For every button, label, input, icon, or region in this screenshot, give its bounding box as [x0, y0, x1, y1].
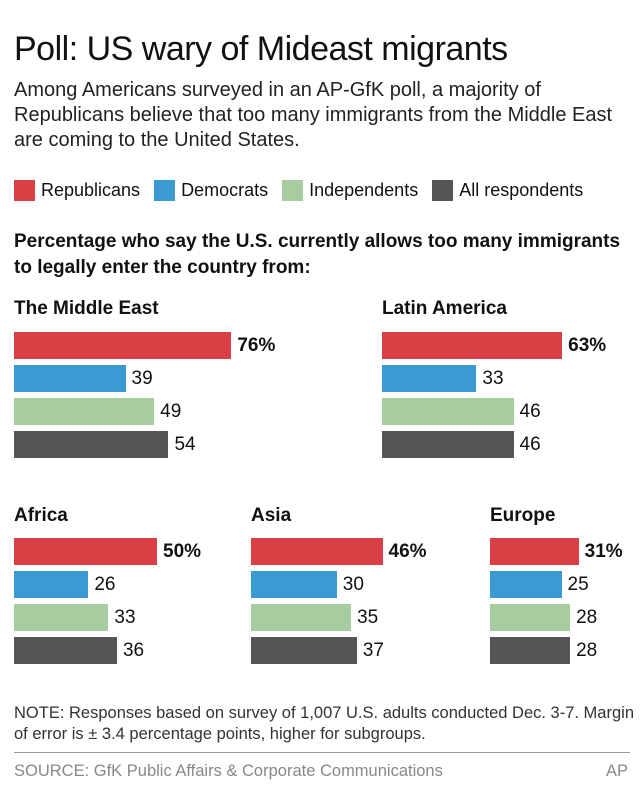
- legend-label: Independents: [309, 180, 419, 200]
- bar-democrats: [14, 571, 89, 598]
- legend-label: Republicans: [41, 180, 141, 200]
- data-label: 50%: [163, 541, 202, 562]
- data-label: 46: [519, 434, 541, 455]
- data-label: 39: [131, 368, 153, 389]
- bar-republicans: [14, 332, 232, 359]
- legend: Republicans Democrats Independents All r…: [14, 180, 583, 201]
- bar-democrats: [14, 365, 126, 392]
- panel-title: Europe: [490, 505, 556, 526]
- legend-swatch: [154, 180, 176, 201]
- data-label: 28: [576, 640, 598, 661]
- bar-independents: [14, 398, 155, 425]
- chart-title: Poll: US wary of Mideast migrants: [14, 30, 508, 68]
- data-label: 33: [114, 607, 136, 628]
- bar-independents: [490, 604, 571, 631]
- divider: [14, 752, 630, 753]
- panel-title: Africa: [14, 505, 68, 526]
- bar-republicans: [490, 538, 579, 565]
- bar-independents: [251, 604, 352, 631]
- data-label: 35: [357, 607, 379, 628]
- data-label: 49: [160, 401, 182, 422]
- legend-label: Democrats: [181, 180, 269, 200]
- legend-item-democrats: Democrats: [154, 180, 268, 201]
- data-label: 30: [342, 574, 364, 595]
- panel-title: Latin America: [382, 298, 507, 319]
- data-label: 31%: [584, 541, 623, 562]
- bar-democrats: [490, 571, 562, 598]
- legend-item-independents: Independents: [282, 180, 418, 201]
- credit: AP: [605, 762, 628, 780]
- legend-item-republicans: Republicans: [14, 180, 140, 201]
- note: NOTE: Responses based on survey of 1,007…: [14, 704, 634, 743]
- bar-independents: [382, 398, 514, 425]
- bar-republicans: [251, 538, 383, 565]
- bar-republicans: [14, 538, 157, 565]
- data-label: 26: [94, 574, 116, 595]
- chart-subtitle: Among Americans surveyed in an AP-GfK po…: [14, 79, 613, 151]
- data-label: 46: [519, 401, 541, 422]
- legend-label: All respondents: [459, 180, 584, 200]
- data-label: 36: [122, 640, 145, 661]
- legend-swatch: [14, 180, 35, 201]
- source: SOURCE: GfK Public Affairs & Corporate C…: [14, 762, 443, 780]
- data-label: 33: [482, 368, 504, 389]
- legend-item-all: All respondents: [432, 180, 583, 201]
- data-label: 54: [174, 434, 196, 455]
- bar-all-respondents: [490, 637, 571, 664]
- bar-democrats: [382, 365, 477, 392]
- panel-title: The Middle East: [14, 298, 159, 319]
- bar-republicans: [382, 332, 563, 359]
- legend-swatch: [432, 180, 454, 201]
- data-label: 28: [576, 607, 598, 628]
- legend-swatch: [282, 180, 304, 201]
- bar-all-respondents: [14, 431, 169, 458]
- bar-all-respondents: [251, 637, 357, 664]
- data-label: 63%: [568, 335, 607, 356]
- data-label: 37: [362, 640, 384, 661]
- data-label: 25: [567, 574, 589, 595]
- bar-democrats: [251, 571, 337, 598]
- bar-all-respondents: [382, 431, 514, 458]
- data-label: 76%: [237, 335, 276, 356]
- bar-independents: [14, 604, 109, 631]
- bar-all-respondents: [14, 637, 117, 664]
- panel-title: Asia: [251, 505, 292, 526]
- data-label: 46%: [388, 541, 427, 562]
- chart-question: Percentage who say the U.S. currently al…: [14, 231, 621, 278]
